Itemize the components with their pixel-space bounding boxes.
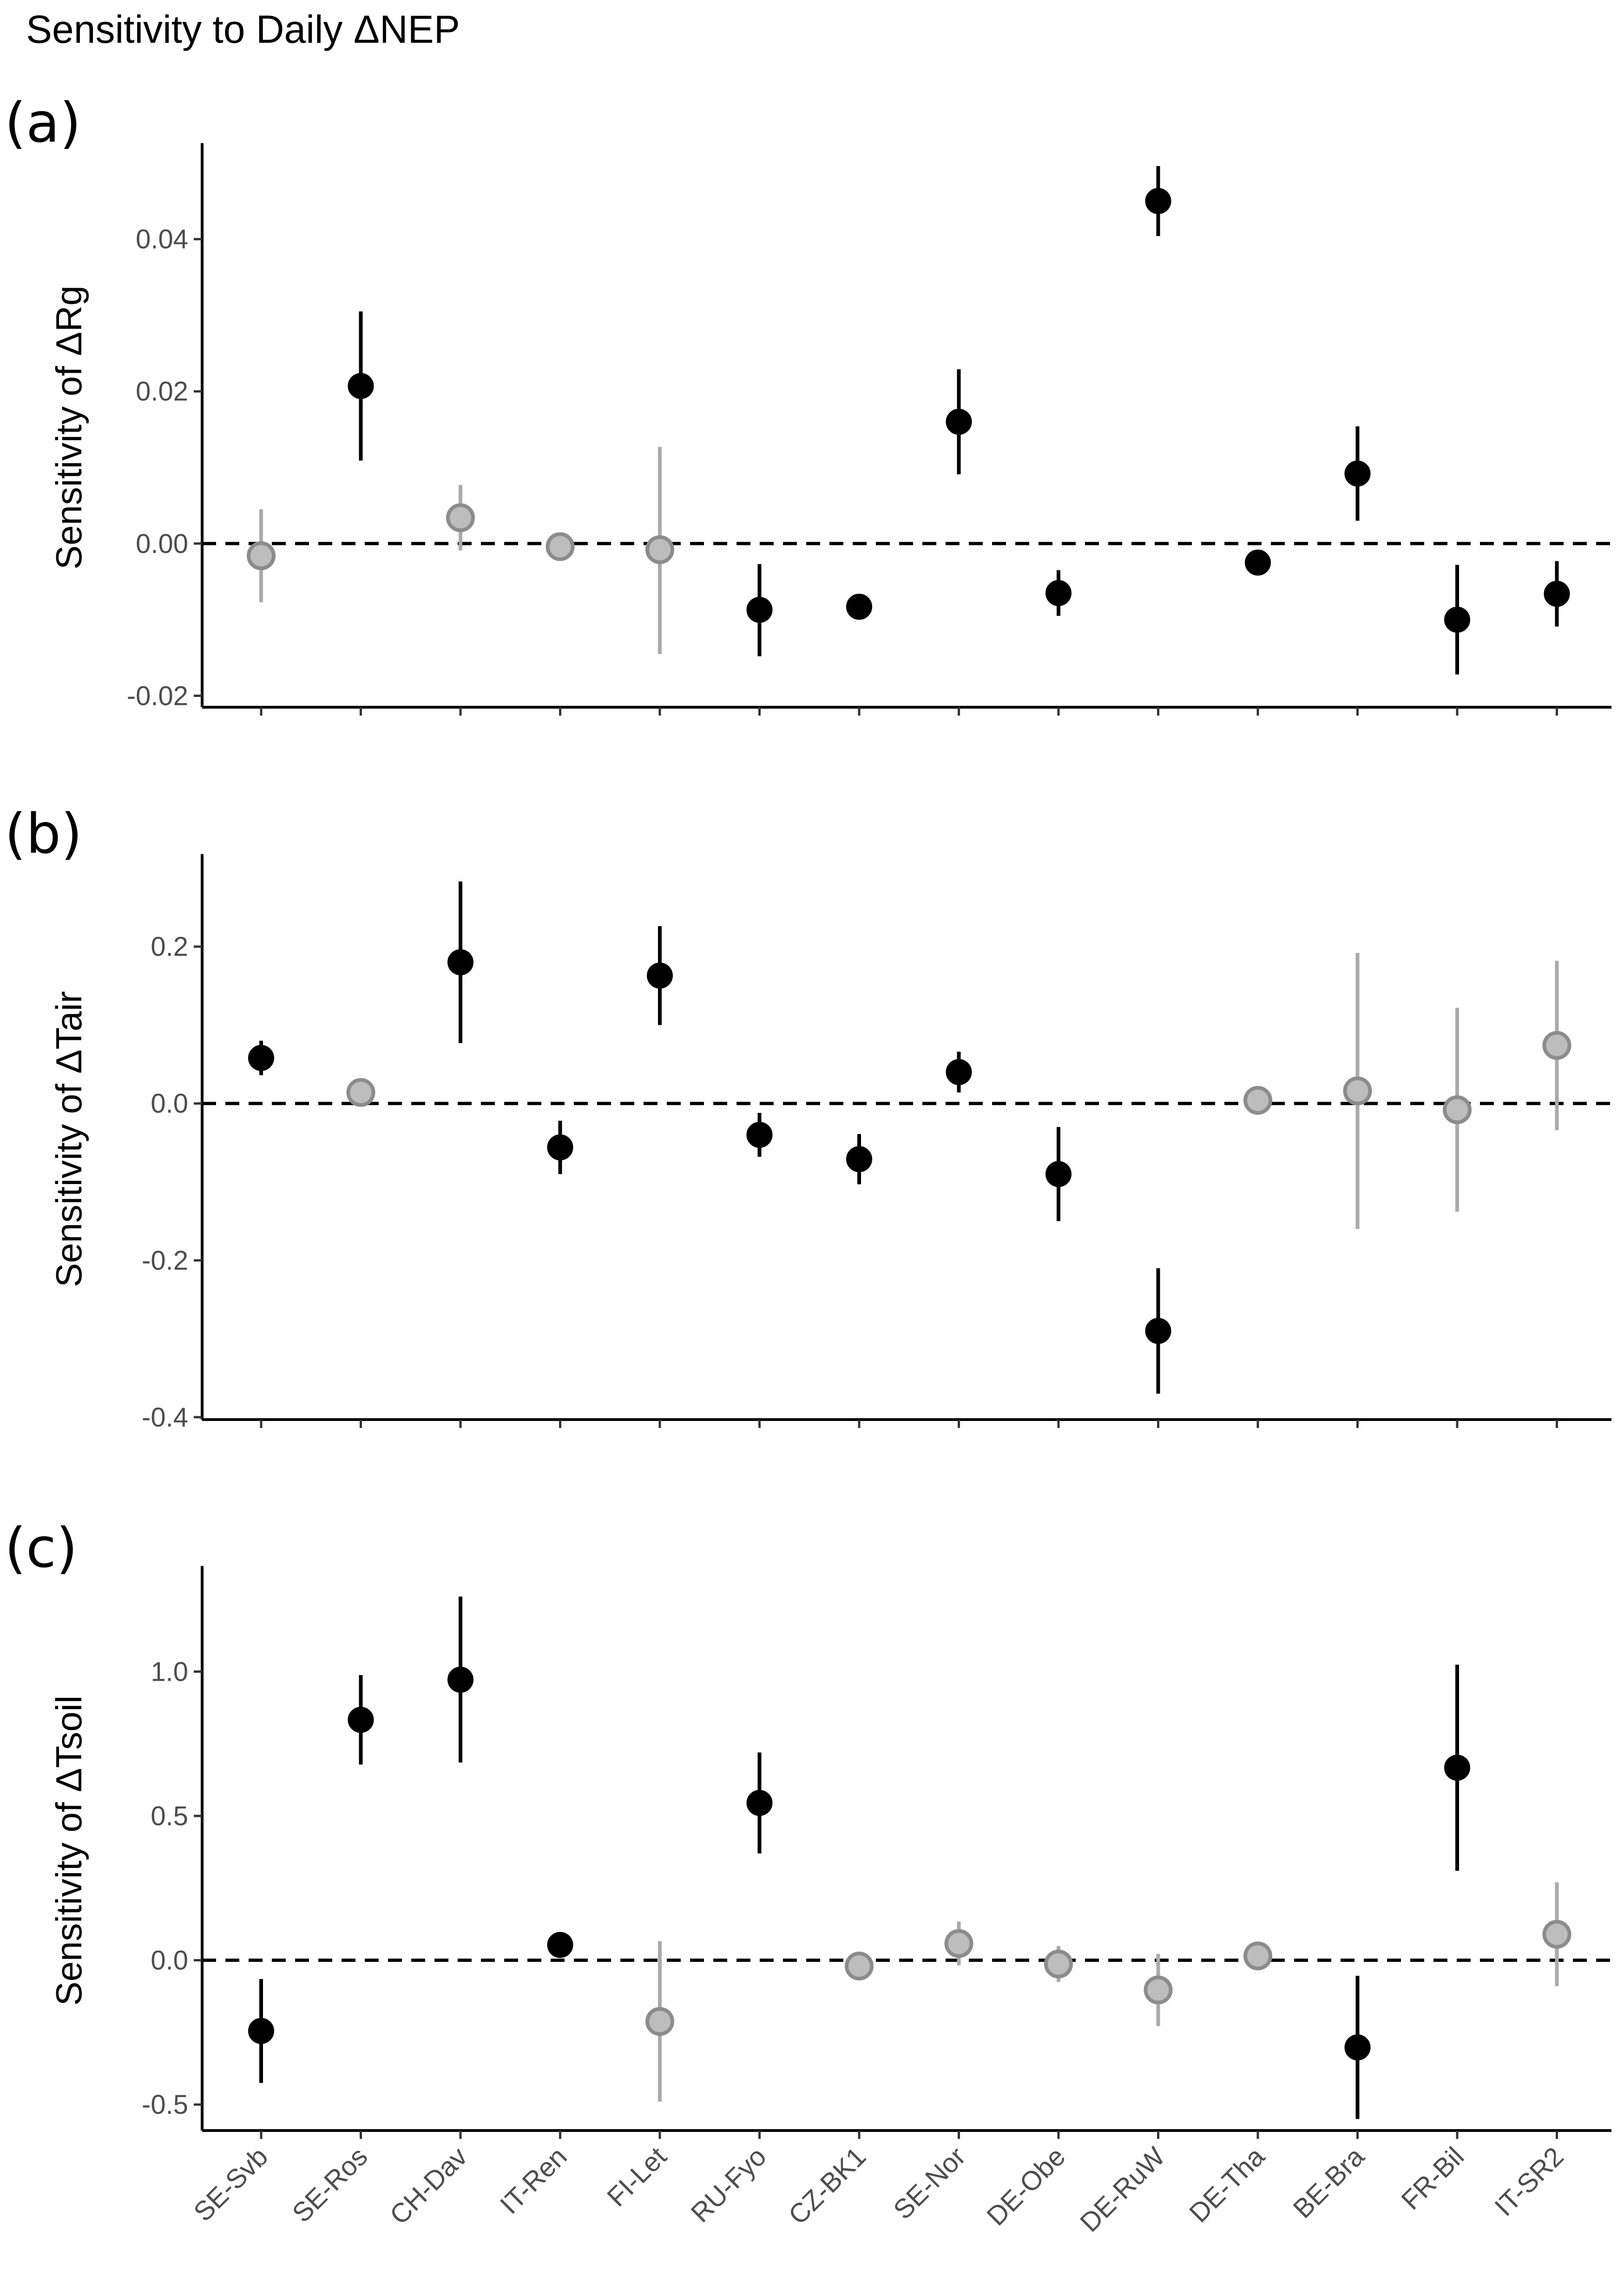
panel-label: (b) <box>5 802 82 866</box>
data-point <box>1243 1941 1272 1971</box>
panels: (a) Sensitivity of ΔRg -0.02 0.00 0.02 0.04 (b… <box>5 91 1611 2238</box>
x-tick-label: CZ-BK1 <box>782 2141 872 2230</box>
y-tick-label: 0.02 <box>136 376 188 407</box>
panel-1: (a) Sensitivity of ΔRg -0.02 0.00 0.02 0.04 <box>5 91 1611 716</box>
y-axis-title: Sensitivity of ΔRg <box>48 285 89 569</box>
data-point <box>248 1045 274 1071</box>
data-point <box>348 373 374 399</box>
y-tick-label: 0.00 <box>136 529 188 559</box>
y-axis-title: Sensitivity of ΔTair <box>48 991 89 1287</box>
data-point <box>846 593 872 620</box>
panel-label: (c) <box>5 1516 78 1580</box>
panel-2: (b) Sensitivity of ΔTair -0.4 -0.2 0.0 0.2 <box>5 802 1611 1433</box>
y-tick-label: 0.0 <box>151 1089 188 1119</box>
data-point <box>447 1666 473 1693</box>
data-point <box>1045 580 1072 606</box>
data-point <box>647 962 673 989</box>
y-tick-label: -0.02 <box>127 681 188 711</box>
data-point <box>447 949 473 975</box>
data-point <box>247 541 276 571</box>
y-tick-label: -0.5 <box>142 2090 188 2120</box>
x-tick-label: DE-Tha <box>1183 2141 1271 2229</box>
data-point <box>645 535 674 564</box>
data-point <box>547 1134 573 1161</box>
data-point <box>946 408 972 435</box>
x-tick-label: FI-Let <box>601 2141 672 2212</box>
x-tick-label: DE-RuW <box>1074 2141 1171 2238</box>
y-tick-label: 1.0 <box>151 1657 188 1687</box>
y-tick-label: 0.0 <box>151 1946 188 1976</box>
data-point <box>1344 460 1371 487</box>
data-point <box>846 1146 872 1172</box>
y-tick-label: 0.04 <box>136 224 188 255</box>
data-point <box>248 2018 274 2044</box>
data-point <box>1343 1076 1372 1105</box>
x-tick-label: DE-Obe <box>981 2141 1071 2231</box>
data-point <box>346 1078 375 1107</box>
data-point <box>1344 2034 1371 2061</box>
figure-title: Sensitivity to Daily ΔNEP <box>26 7 460 51</box>
x-tick-label: BE-Bra <box>1288 2141 1371 2224</box>
data-point <box>1245 549 1271 576</box>
data-point <box>1243 1085 1272 1115</box>
data-point <box>348 1707 374 1733</box>
x-tick-label: RU-Fyo <box>685 2141 772 2228</box>
data-point <box>746 597 773 623</box>
data-point <box>1542 1031 1571 1060</box>
data-point <box>1544 580 1570 607</box>
x-tick-label: SE-Ros <box>286 2141 373 2228</box>
x-tick-label: SE-Svb <box>188 2141 274 2227</box>
x-tick-label: SE-Nor <box>888 2141 971 2225</box>
data-point <box>746 1122 773 1148</box>
panel-label: (a) <box>5 91 81 155</box>
data-point <box>547 1932 573 1958</box>
data-point <box>1144 1975 1173 2005</box>
data-point <box>446 503 475 533</box>
x-tick-label: CH-Dav <box>384 2141 473 2230</box>
data-point <box>1045 1161 1072 1187</box>
data-point <box>944 1929 973 1958</box>
data-point <box>1145 1318 1171 1344</box>
x-tick-label: IT-Ren <box>494 2141 573 2220</box>
data-point <box>645 2007 674 2036</box>
data-point <box>546 532 575 561</box>
y-tick-label: -0.4 <box>142 1402 188 1433</box>
panel-3: (c) Sensitivity of ΔTsoil -0.5 0.0 0.5 1.0 SE-… <box>5 1516 1611 2238</box>
y-axis-title: Sensitivity of ΔTsoil <box>48 1696 89 2006</box>
data-point <box>1542 1920 1571 1949</box>
y-tick-label: 0.2 <box>151 932 188 962</box>
x-tick-label: IT-SR2 <box>1489 2141 1570 2222</box>
data-point <box>946 1059 972 1085</box>
data-point <box>1444 1755 1470 1781</box>
data-point <box>1145 188 1171 214</box>
data-point <box>1044 1949 1073 1979</box>
data-point <box>746 1790 773 1816</box>
y-tick-label: 0.5 <box>151 1801 188 1831</box>
data-point <box>1443 1095 1472 1125</box>
y-tick-label: -0.2 <box>142 1245 188 1276</box>
data-point <box>1444 606 1470 633</box>
data-point <box>845 1951 874 1980</box>
x-tick-label: FR-Bil <box>1395 2141 1470 2216</box>
